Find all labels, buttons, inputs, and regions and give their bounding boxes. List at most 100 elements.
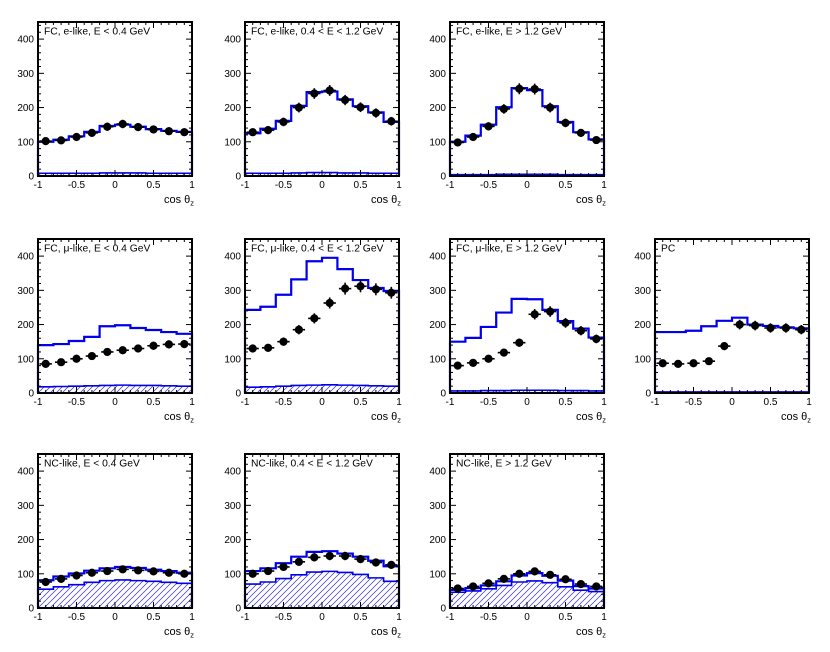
x-tick-label: -1: [34, 612, 43, 623]
panel-fc-mulike-high: 0 100 200 300 400 -1 -0.5 0 0.5 1 cos θz FC, μ-like…: [420, 225, 620, 437]
x-tick-label: 0.5: [559, 612, 573, 623]
y-tick-label: 400: [429, 35, 446, 46]
x-tick-label: 0.5: [147, 612, 161, 623]
data-points: [451, 306, 603, 370]
panel-pc: 0 100 200 300 400 -1 -0.5 0 0.5 1 cos θz PC: [625, 225, 825, 437]
panel-fc-mulike-low: 0 100 200 300 400 -1 -0.5 0 0.5 1 cos θz FC, μ-like…: [8, 225, 208, 437]
x-tick-label: -0.5: [480, 397, 498, 408]
y-tick-label: 100: [17, 354, 34, 365]
data-points: [451, 567, 603, 593]
x-tick-label: 0.5: [147, 180, 161, 191]
x-tick-label: 0: [729, 397, 735, 408]
axis-ticks: [654, 239, 810, 394]
y-tick-label: 0: [440, 172, 446, 183]
panel-title: FC, e-like, 0.4 < E < 1.2 GeV: [251, 27, 383, 38]
y-tick-label: 300: [429, 69, 446, 80]
plot-frame: [37, 453, 193, 609]
y-tick-label: 200: [224, 320, 241, 331]
fc-elike-mid-plot: 0 100 200 300 400 -1 -0.5 0 0.5 1 cos θz FC, e-like…: [224, 21, 402, 208]
y-tick-label: 0: [28, 604, 34, 615]
data-points: [39, 339, 191, 369]
axis-ticks: [37, 22, 193, 177]
x-tick-label: 0.5: [559, 397, 573, 408]
y-tick-label: 400: [224, 35, 241, 46]
x-tick-label: 0.5: [354, 612, 368, 623]
plot-frame: [449, 453, 605, 609]
x-axis-title: cos θz: [576, 411, 606, 425]
panel-title: FC, e-like, E > 1.2 GeV: [456, 27, 562, 38]
x-tick-label: -0.5: [685, 397, 703, 408]
y-tick-label: 100: [429, 569, 446, 580]
nclike-low-plot: 0 100 200 300 400 -1 -0.5 0 0.5 1 cos θz NC-like, E…: [17, 453, 195, 640]
x-tick-label: -1: [446, 612, 455, 623]
x-tick-label: -1: [241, 397, 250, 408]
fc-mulike-low-plot: 0 100 200 300 400 -1 -0.5 0 0.5 1 cos θz FC, μ-like…: [17, 238, 195, 425]
panel-title: NC-like, E < 0.4 GeV: [44, 459, 140, 470]
y-tick-label: 0: [440, 604, 446, 615]
x-tick-label: 1: [601, 180, 607, 191]
x-axis-title: cos θz: [371, 626, 401, 640]
panel-fc-elike-low: 0 100 200 300 400 -1 -0.5 0 0.5 1 cos θz FC, e-like…: [8, 8, 208, 220]
data-points: [39, 119, 191, 146]
x-tick-label: 0.5: [354, 180, 368, 191]
y-tick-label: 100: [224, 354, 241, 365]
plot-frame: [449, 238, 605, 394]
y-tick-label: 0: [28, 172, 34, 183]
total-mc-histogram: [448, 297, 606, 393]
y-tick-label: 400: [17, 467, 34, 478]
x-tick-label: 1: [601, 397, 607, 408]
y-tick-label: 100: [224, 137, 241, 148]
x-axis-title: cos θz: [576, 626, 606, 640]
panel-title: FC, e-like, E < 0.4 GeV: [44, 27, 150, 38]
x-tick-label: 0.5: [354, 397, 368, 408]
x-tick-label: -0.5: [480, 180, 498, 191]
y-tick-label: 200: [634, 320, 651, 331]
total-mc-histogram: [243, 256, 401, 393]
panel-title: PC: [661, 244, 676, 255]
x-tick-label: -1: [446, 397, 455, 408]
y-tick-label: 300: [17, 286, 34, 297]
x-axis-title: cos θz: [164, 626, 194, 640]
panel-nclike-low: 0 100 200 300 400 -1 -0.5 0 0.5 1 cos θz NC-like, E…: [8, 440, 208, 652]
axis-ticks: [37, 239, 193, 394]
y-tick-label: 300: [634, 286, 651, 297]
x-tick-label: -0.5: [275, 180, 293, 191]
x-tick-label: 1: [601, 612, 607, 623]
x-tick-label: 0.5: [764, 397, 778, 408]
x-tick-label: 0: [112, 612, 118, 623]
x-tick-label: -1: [446, 180, 455, 191]
x-axis-title: cos θz: [576, 194, 606, 208]
plot-frame: [654, 238, 810, 394]
y-tick-label: 0: [235, 172, 241, 183]
background-histogram: [449, 580, 605, 609]
x-tick-label: -1: [241, 180, 250, 191]
x-tick-label: -0.5: [68, 180, 86, 191]
plot-frame: [244, 21, 400, 177]
y-tick-label: 200: [224, 535, 241, 546]
x-tick-label: 0: [524, 397, 530, 408]
x-tick-label: -1: [651, 397, 660, 408]
y-tick-label: 100: [429, 354, 446, 365]
x-tick-label: -0.5: [480, 612, 498, 623]
y-tick-label: 300: [17, 501, 34, 512]
x-tick-label: 0: [319, 612, 325, 623]
x-tick-label: -0.5: [275, 612, 293, 623]
x-axis-title: cos θz: [781, 411, 811, 425]
x-axis-title: cos θz: [371, 411, 401, 425]
x-tick-label: 0: [319, 180, 325, 191]
data-points: [246, 85, 398, 137]
y-tick-label: 400: [224, 467, 241, 478]
x-axis-title: cos θz: [164, 194, 194, 208]
background-histogram: [37, 579, 193, 609]
y-tick-label: 300: [224, 286, 241, 297]
total-mc-histogram: [36, 324, 194, 393]
y-tick-label: 400: [634, 252, 651, 263]
panel-title: NC-like, E > 1.2 GeV: [456, 459, 552, 470]
x-tick-label: 0: [524, 180, 530, 191]
x-tick-label: 0: [524, 612, 530, 623]
y-tick-label: 400: [429, 467, 446, 478]
panel-fc-elike-mid: 0 100 200 300 400 -1 -0.5 0 0.5 1 cos θz FC, e-like…: [215, 8, 415, 220]
fc-mulike-mid-plot: 0 100 200 300 400 -1 -0.5 0 0.5 1 cos θz FC, μ-like…: [224, 238, 402, 425]
x-tick-label: -1: [241, 612, 250, 623]
